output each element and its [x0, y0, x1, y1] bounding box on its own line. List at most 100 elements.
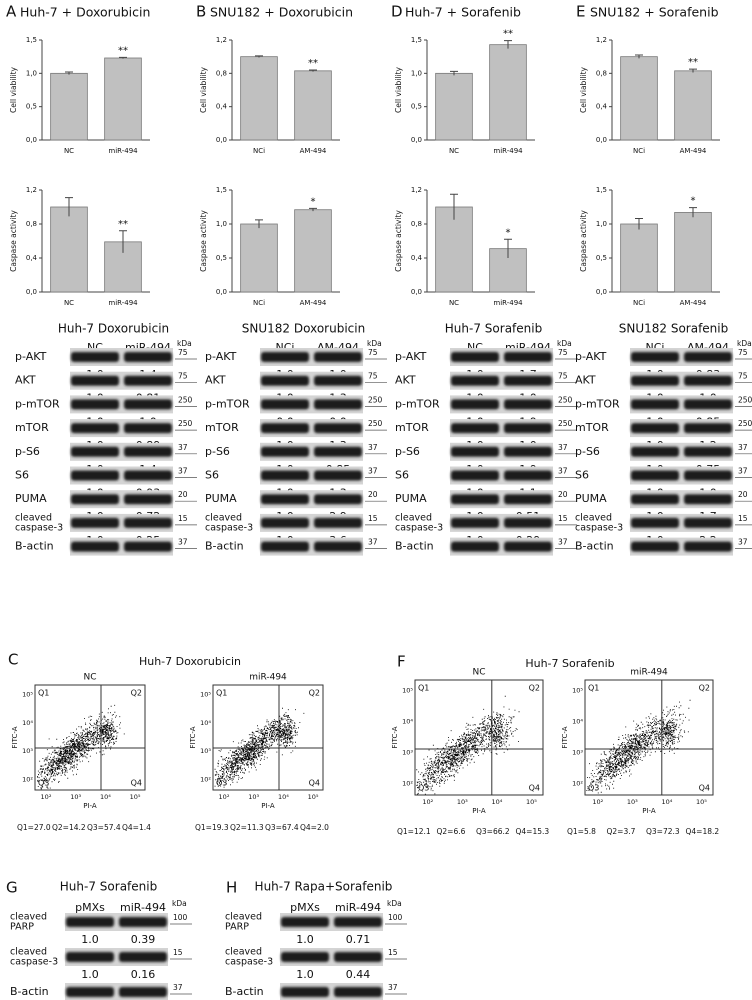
y-axis-label: Cell viability	[9, 66, 18, 112]
band	[504, 446, 552, 457]
band	[451, 446, 499, 457]
x-tick-label: miR-494	[493, 299, 523, 307]
row-label: p-S6	[575, 445, 600, 458]
kda-size: 100	[388, 913, 403, 922]
quadrant-label: Q2	[131, 689, 142, 698]
band	[281, 987, 329, 997]
kda-size: 20	[178, 490, 188, 499]
y-tick-label: 1,2	[26, 186, 37, 194]
y-tick-label: 0,0	[26, 136, 37, 144]
error-bar	[689, 68, 697, 73]
band	[504, 399, 552, 410]
x-tick-label: AM-494	[680, 299, 707, 307]
significance: *	[311, 196, 316, 207]
quadrant-stat: Q4=2.0	[300, 823, 329, 832]
row-label: cleaved	[225, 912, 262, 923]
bar	[50, 72, 88, 141]
row-label: cleaved	[395, 512, 432, 523]
error-bar	[504, 40, 512, 49]
row-label: PARP	[225, 922, 249, 933]
row-label: p-S6	[395, 445, 420, 458]
row-label: PUMA	[395, 492, 427, 505]
band	[124, 352, 172, 362]
band	[124, 446, 172, 457]
quadrant-stat: Q2=6.6	[437, 827, 466, 836]
row-label: caspase-3	[10, 957, 58, 968]
kda-size: 15	[178, 514, 188, 523]
blot-title: SNU182 Sorafenib	[619, 322, 729, 336]
quadrant-stat: Q3=66.2	[476, 827, 510, 836]
y-tick-label: 0,0	[26, 288, 37, 296]
y-tick-label: 1,2	[411, 186, 422, 194]
kda-size: 37	[178, 467, 188, 476]
x-tick-label: NCi	[253, 299, 265, 307]
band	[451, 352, 499, 362]
bar	[50, 206, 88, 293]
x-tick-label: 10³	[457, 798, 468, 806]
band	[124, 541, 172, 552]
row-label: p-AKT	[205, 350, 237, 363]
y-tick-label: 1,5	[411, 36, 422, 44]
quadrant-stat: Q1=27.0	[17, 823, 51, 832]
quadrant-stat: Q2=14.2	[52, 823, 86, 832]
row-label: p-mTOR	[575, 397, 620, 410]
flow-title: Huh-7 Sorafenib	[525, 657, 614, 670]
y-tick-label: 0,4	[216, 103, 228, 111]
plot-frame	[212, 684, 324, 791]
y-tick-label: 10²	[572, 780, 583, 788]
y-tick-label: 1,2	[596, 36, 607, 44]
kda-size: 75	[738, 372, 748, 381]
plot-label: miR-494	[249, 673, 287, 683]
panel-letter: B	[196, 3, 206, 21]
y-tick-label: 10⁵	[572, 686, 583, 694]
row-label: PUMA	[575, 492, 607, 505]
y-tick-label: 1,5	[596, 186, 607, 194]
kda-size: 37	[738, 443, 748, 452]
y-tick-label: 10³	[200, 747, 211, 755]
y-axis-label: Caspase activity	[9, 210, 18, 272]
event-dots	[416, 695, 520, 795]
x-tick-label: 10²	[41, 793, 52, 801]
kda-size: 250	[178, 395, 193, 404]
band	[124, 470, 172, 481]
y-tick-label: 1,0	[596, 220, 607, 228]
significance: **	[688, 57, 698, 68]
quadrant-label: Q1	[38, 689, 49, 698]
kda-size: 20	[368, 490, 378, 499]
blot-title: Huh-7 Sorafenib	[60, 880, 157, 894]
error-bar	[119, 230, 127, 253]
y-tick-label: 0,8	[411, 220, 422, 228]
bar	[620, 223, 658, 293]
x-tick-label: 10⁵	[526, 798, 537, 806]
kda-size: 75	[558, 372, 568, 381]
quadrant-stat: Q4=18.2	[686, 827, 720, 836]
band	[71, 494, 119, 505]
kda-header: kDa	[177, 339, 192, 348]
x-tick-label: 10⁴	[278, 793, 289, 801]
kda-header: kDa	[557, 339, 572, 348]
plot-frame	[584, 679, 714, 796]
band	[504, 423, 552, 434]
x-axis-label: PI-A	[642, 807, 656, 815]
band	[71, 446, 119, 457]
x-axis-label: PI-A	[261, 802, 275, 810]
x-tick-label: miR-494	[493, 147, 523, 155]
y-tick-label: 0,0	[216, 136, 227, 144]
x-tick-label: AM-494	[300, 147, 327, 155]
row-label: p-AKT	[395, 350, 427, 363]
y-tick-label: 0,4	[411, 254, 423, 262]
band	[314, 423, 362, 434]
quantification: 1.0	[296, 933, 314, 946]
y-axis-label: FITC-A	[11, 726, 19, 748]
quadrant-label: Q4	[131, 779, 142, 788]
y-tick-label: 10²	[402, 780, 413, 788]
plot-frame	[414, 679, 544, 796]
kda-header: kDa	[172, 899, 187, 908]
y-tick-label: 10⁵	[402, 686, 413, 694]
x-tick-label: 10³	[248, 793, 259, 801]
y-axis-label: Cell viability	[394, 66, 403, 112]
bar	[435, 72, 473, 141]
band	[314, 494, 362, 505]
band	[261, 375, 309, 386]
quadrant-label: Q3	[588, 784, 599, 793]
